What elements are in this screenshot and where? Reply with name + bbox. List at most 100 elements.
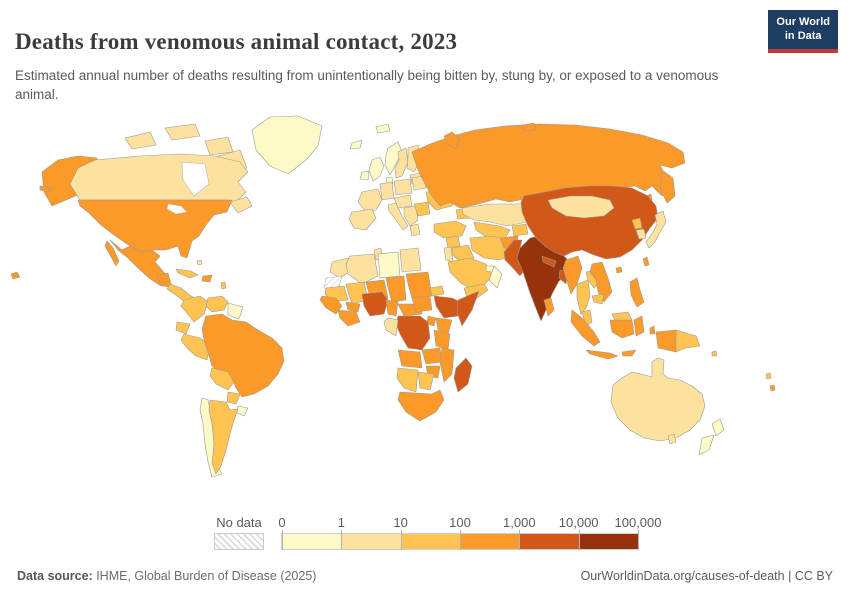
region-iberia[interactable] [348, 208, 377, 231]
region-yucatan[interactable] [156, 272, 171, 285]
region-myanmar[interactable] [562, 255, 583, 295]
region-philippines[interactable] [629, 277, 645, 308]
region-hainan[interactable] [615, 266, 623, 274]
region-cambodia[interactable] [591, 293, 605, 305]
region-indonesian-papua[interactable] [655, 329, 677, 353]
region-greenland[interactable] [251, 115, 323, 175]
region-angola[interactable] [397, 349, 423, 369]
region-paraguay[interactable] [226, 391, 241, 405]
region-colombia[interactable] [180, 295, 209, 323]
region-vietnam[interactable] [589, 261, 613, 303]
region-cuba[interactable] [175, 268, 199, 279]
region-lesser-sunda[interactable] [621, 349, 637, 357]
region-south-sudan[interactable] [411, 295, 433, 313]
region-venezuela[interactable] [205, 295, 229, 313]
region-java[interactable] [585, 349, 619, 360]
region-senegal-guinea[interactable] [319, 295, 343, 315]
region-egypt[interactable] [399, 247, 422, 273]
owid-logo[interactable]: Our World in Data [768, 10, 838, 53]
region-uk[interactable] [368, 156, 385, 182]
region-brazil[interactable] [201, 313, 285, 398]
region-papua-new-guinea[interactable] [675, 329, 701, 353]
region-north-korea[interactable] [631, 217, 643, 230]
region-madagascar[interactable] [453, 357, 473, 393]
region-bahamas[interactable] [196, 259, 203, 266]
region-namibia[interactable] [396, 367, 419, 393]
region-ivory-coast-ghana[interactable] [337, 309, 361, 327]
region-aleutians[interactable] [39, 185, 53, 193]
legend-bin-swatch[interactable] [519, 534, 579, 549]
region-moluccas[interactable] [649, 325, 656, 335]
region-chad[interactable] [385, 275, 407, 303]
region-argentina[interactable] [208, 399, 239, 475]
region-australia[interactable] [610, 357, 706, 442]
region-kyrgyzstan-tajikistan[interactable] [511, 223, 529, 237]
region-usa[interactable] [77, 199, 233, 259]
region-tasmania[interactable] [667, 433, 677, 445]
legend-bin-swatch[interactable] [341, 534, 401, 549]
region-new-zealand-south[interactable] [698, 434, 715, 456]
region-hawaii[interactable] [10, 271, 21, 280]
region-central-europe[interactable] [393, 194, 413, 209]
region-algeria[interactable] [345, 253, 379, 285]
region-canada-arctic-west[interactable] [124, 131, 157, 150]
region-nigeria[interactable] [361, 291, 389, 317]
region-zambia[interactable] [421, 347, 443, 365]
region-saudi-arabia[interactable] [447, 257, 493, 293]
region-solomon-islands[interactable] [711, 350, 718, 357]
region-libya[interactable] [377, 251, 401, 279]
region-somalia[interactable] [456, 290, 480, 327]
region-poland[interactable] [393, 178, 413, 196]
region-fiji[interactable] [765, 372, 772, 380]
region-guyanas[interactable] [227, 302, 244, 320]
region-iceland[interactable] [349, 139, 363, 150]
region-kalimantan[interactable] [609, 319, 635, 339]
region-vanuatu[interactable] [769, 384, 776, 392]
region-congo-gabon[interactable] [383, 317, 399, 337]
region-france[interactable] [357, 188, 383, 213]
region-canada-arctic-mid[interactable] [164, 123, 201, 141]
legend-bin-swatch[interactable] [400, 534, 460, 549]
region-sudan[interactable] [405, 271, 433, 299]
region-new-zealand-north[interactable] [711, 418, 725, 437]
region-balkans[interactable] [403, 205, 419, 227]
region-peru[interactable] [180, 333, 211, 361]
region-turkey[interactable] [433, 220, 467, 239]
region-mozambique[interactable] [439, 347, 455, 383]
region-ireland[interactable] [359, 170, 370, 181]
region-ecuador[interactable] [175, 321, 191, 335]
region-mongolia[interactable] [547, 195, 615, 219]
region-uruguay[interactable] [236, 405, 249, 417]
region-thailand[interactable] [576, 279, 591, 315]
region-newfoundland-maritimes[interactable] [229, 196, 253, 214]
region-dr-congo[interactable] [395, 315, 431, 351]
region-taiwan[interactable] [642, 256, 650, 267]
region-germany[interactable] [379, 181, 395, 201]
region-syria[interactable] [445, 235, 461, 249]
region-eritrea[interactable] [429, 285, 445, 297]
region-sri-lanka[interactable] [543, 297, 555, 317]
region-lesser-antilles[interactable] [220, 281, 227, 290]
region-ethiopia[interactable] [433, 295, 465, 319]
region-bolivia[interactable] [209, 367, 235, 391]
region-novaya-zemlya[interactable] [443, 131, 461, 150]
region-hispaniola[interactable] [201, 274, 213, 283]
region-norway[interactable] [384, 141, 403, 176]
region-cameroon[interactable] [385, 299, 399, 317]
region-baja-california[interactable] [104, 240, 120, 267]
legend-no-data-swatch[interactable] [214, 533, 264, 550]
region-sweden[interactable] [394, 147, 409, 179]
region-canada[interactable] [69, 153, 249, 203]
region-sumatra[interactable] [570, 309, 601, 347]
legend-bin-swatch[interactable] [459, 534, 520, 549]
region-nepal[interactable] [541, 255, 557, 268]
region-kamchatka[interactable] [659, 169, 676, 204]
region-botswana[interactable] [417, 371, 435, 391]
region-burkina-faso[interactable] [345, 301, 361, 313]
legend-bin-swatch[interactable] [282, 534, 342, 549]
region-greece[interactable] [409, 223, 421, 237]
region-south-korea[interactable] [635, 228, 647, 240]
region-svalbard[interactable] [375, 123, 391, 134]
region-severnaya-zemlya[interactable] [521, 122, 537, 132]
legend-bin-swatch[interactable] [578, 534, 638, 549]
